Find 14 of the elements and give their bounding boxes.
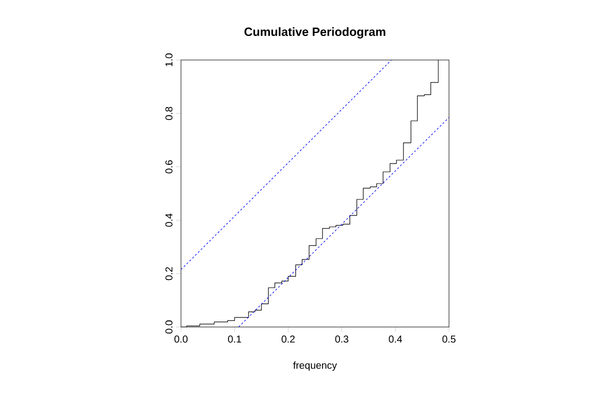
- y-tick-label: 0.8: [165, 106, 172, 120]
- x-axis-title: frequency: [293, 361, 337, 371]
- chart-title: Cumulative Periodogram: [244, 27, 386, 38]
- y-tick-label: 0.2: [165, 267, 172, 280]
- x-tick-label: 0.4: [388, 336, 402, 343]
- x-tick-label: 0.1: [228, 336, 242, 343]
- x-tick-label: 0.2: [282, 336, 295, 343]
- y-tick-label: 0.0: [165, 320, 172, 334]
- y-tick-label: 0.4: [165, 214, 172, 227]
- y-tick-label: 1.0: [165, 53, 172, 66]
- x-tick-label: 0.3: [335, 336, 348, 343]
- x-tick-label: 0.5: [442, 336, 456, 343]
- x-tick-label: 0.0: [174, 336, 188, 343]
- y-tick-label: 0.6: [165, 160, 172, 174]
